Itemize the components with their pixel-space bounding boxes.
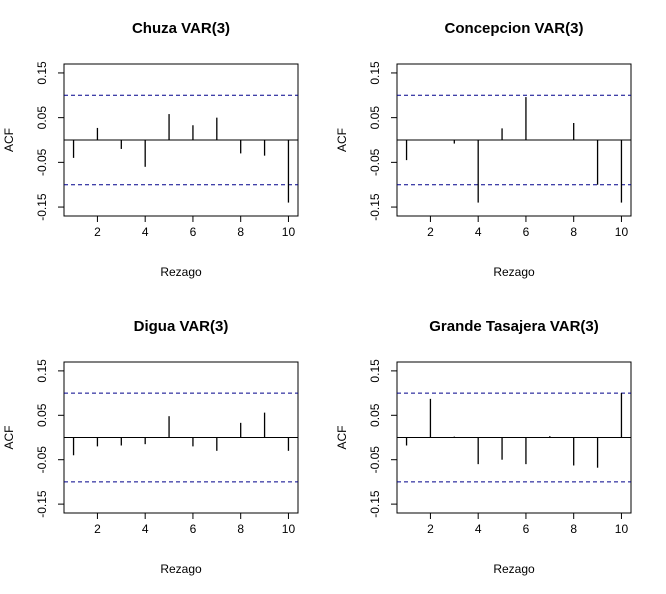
y-tick-label: -0.15 — [368, 490, 382, 518]
x-axis-label: Rezago — [160, 265, 202, 279]
panel-title: Digua VAR(3) — [134, 318, 229, 335]
x-tick-label: 6 — [190, 522, 197, 536]
y-axis-label: ACF — [335, 128, 349, 152]
x-tick-label: 4 — [475, 522, 482, 536]
y-tick-label: 0.15 — [368, 61, 382, 85]
y-axis: -0.15 -0.05 0.05 0.15 — [368, 359, 397, 518]
acf-panel-4: Grande Tasajera VAR(3) 2 4 6 8 10 -0.15 -0.05 0.… — [335, 318, 632, 576]
y-axis-label: ACF — [2, 426, 16, 450]
y-tick-label: 0.05 — [35, 403, 49, 427]
x-tick-label: 4 — [142, 225, 149, 239]
x-tick-label: 2 — [427, 522, 434, 536]
y-axis: -0.15 -0.05 0.05 0.15 — [35, 359, 64, 518]
x-tick-label: 10 — [282, 225, 296, 239]
x-tick-label: 6 — [523, 522, 530, 536]
y-tick-label: -0.05 — [368, 446, 382, 474]
acf-panel-1: Chuza VAR(3) 2 4 6 8 10 -0.15 -0.05 0.05 0.15 Reza… — [2, 20, 299, 279]
x-tick-label: 2 — [94, 225, 101, 239]
x-tick-label: 4 — [475, 225, 482, 239]
panel-title: Chuza VAR(3) — [132, 20, 230, 37]
y-axis: -0.15 -0.05 0.05 0.15 — [368, 61, 397, 221]
x-tick-label: 4 — [142, 522, 149, 536]
y-tick-label: 0.05 — [35, 106, 49, 130]
y-axis-label: ACF — [335, 426, 349, 450]
acf-panel-2: Concepcion VAR(3) 2 4 6 8 10 -0.15 -0.05 0.05 0.1… — [335, 20, 632, 279]
x-axis: 2 4 6 8 10 — [427, 513, 628, 536]
x-axis-label: Rezago — [493, 265, 535, 279]
x-axis-label: Rezago — [160, 562, 202, 576]
x-tick-label: 10 — [615, 225, 629, 239]
x-tick-label: 6 — [523, 225, 530, 239]
y-tick-label: 0.15 — [35, 61, 49, 85]
x-tick-label: 8 — [237, 522, 244, 536]
x-tick-label: 10 — [615, 522, 629, 536]
x-tick-label: 10 — [282, 522, 296, 536]
panel-title: Concepcion VAR(3) — [445, 20, 584, 37]
x-axis: 2 4 6 8 10 — [427, 216, 628, 239]
x-tick-label: 2 — [427, 225, 434, 239]
x-tick-label: 8 — [237, 225, 244, 239]
y-axis: -0.15 -0.05 0.05 0.15 — [35, 61, 64, 221]
x-axis: 2 4 6 8 10 — [94, 513, 295, 536]
x-tick-label: 2 — [94, 522, 101, 536]
y-tick-label: 0.05 — [368, 403, 382, 427]
y-tick-label: -0.05 — [35, 446, 49, 474]
y-tick-label: -0.05 — [368, 148, 382, 176]
y-tick-label: 0.05 — [368, 106, 382, 130]
acf-panel-3: Digua VAR(3) 2 4 6 8 10 -0.15 -0.05 0.05 0.15 Reza… — [2, 318, 299, 576]
x-axis: 2 4 6 8 10 — [94, 216, 295, 239]
x-axis-label: Rezago — [493, 562, 535, 576]
x-tick-label: 8 — [570, 225, 577, 239]
panel-title: Grande Tasajera VAR(3) — [429, 318, 599, 335]
y-tick-label: -0.15 — [368, 193, 382, 221]
y-tick-label: 0.15 — [35, 359, 49, 383]
y-axis-label: ACF — [2, 128, 16, 152]
x-tick-label: 6 — [190, 225, 197, 239]
y-tick-label: -0.05 — [35, 148, 49, 176]
y-tick-label: 0.15 — [368, 359, 382, 383]
y-tick-label: -0.15 — [35, 490, 49, 518]
y-tick-label: -0.15 — [35, 193, 49, 221]
x-tick-label: 8 — [570, 522, 577, 536]
